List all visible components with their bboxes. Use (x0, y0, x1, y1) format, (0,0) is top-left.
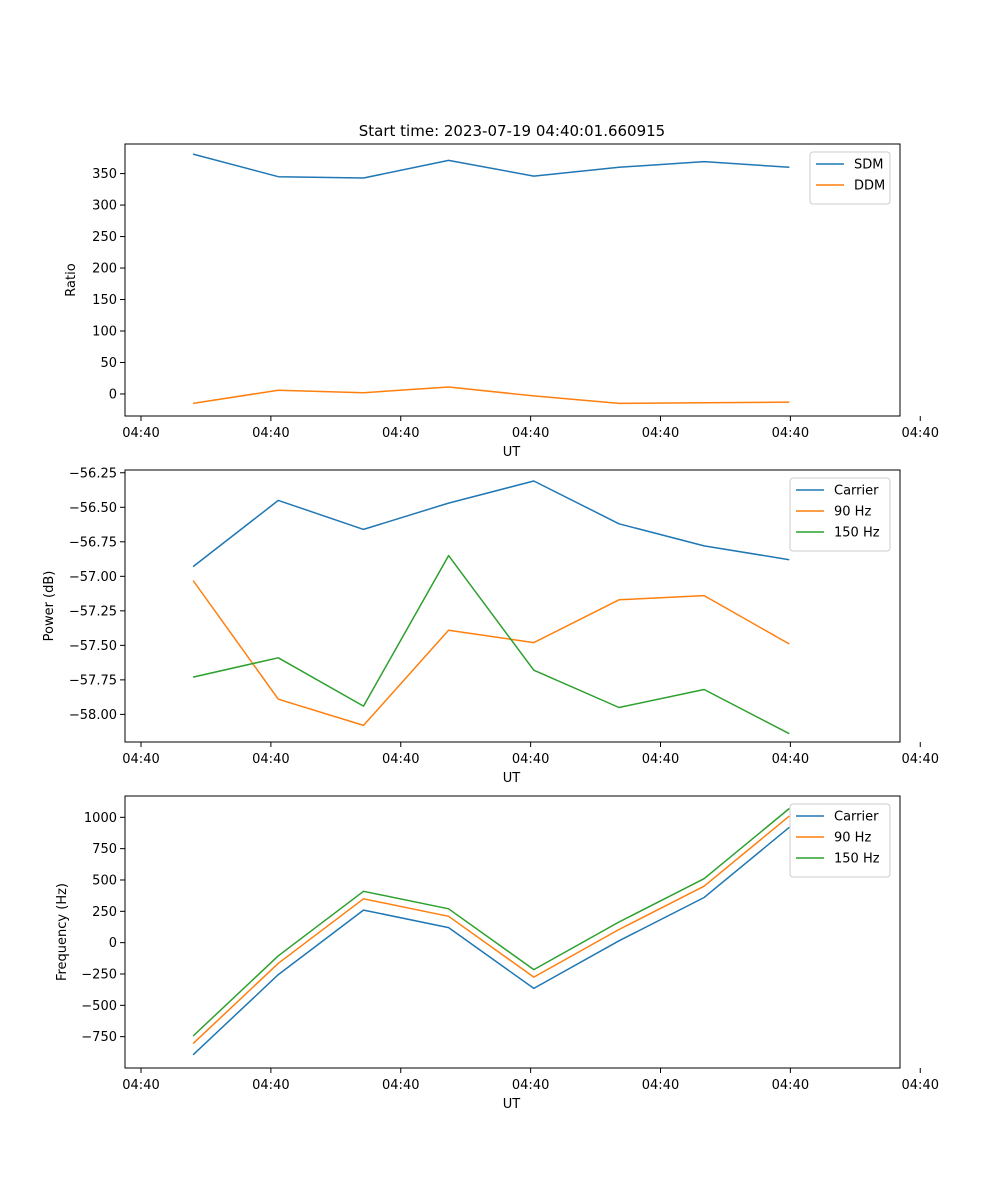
frequency-series-line-150-hz (192, 807, 790, 1037)
y-tick-label: 0 (109, 936, 117, 951)
figure-title: Start time: 2023-07-19 04:40:01.660915 (359, 122, 665, 140)
legend-label: DDM (854, 179, 885, 194)
power-series-line-carrier (192, 480, 790, 568)
x-tick-label: 04:40 (122, 1078, 159, 1093)
y-tick-label: −56.75 (69, 535, 117, 550)
x-tick-label: 04:40 (512, 426, 549, 441)
y-tick-label: 350 (92, 167, 117, 182)
y-axis-label: Power (dB) (42, 571, 57, 642)
x-tick-label: 04:40 (252, 426, 289, 441)
y-tick-label: 100 (92, 325, 117, 340)
y-axis-label: Ratio (64, 263, 79, 296)
x-tick-label: 04:40 (512, 752, 549, 767)
y-tick-label: −57.25 (69, 604, 117, 619)
ratio-legend: SDM DDM (809, 151, 891, 205)
frequency-legend: Carrier 90 Hz 150 Hz (789, 803, 891, 878)
x-axis-label: UT (503, 445, 521, 460)
y-tick-label: 250 (92, 905, 117, 920)
x-tick-label: 04:40 (902, 426, 939, 441)
x-tick-label: 04:40 (382, 426, 419, 441)
y-tick-label: −250 (81, 967, 117, 982)
legend-label: Carrier (834, 810, 879, 825)
ratio-axes-frame (124, 143, 901, 417)
x-tick-label: 04:40 (512, 1078, 549, 1093)
x-tick-label: 04:40 (642, 1078, 679, 1093)
y-tick-label: −57.75 (69, 673, 117, 688)
y-tick-label: 250 (92, 230, 117, 245)
x-tick-label: 04:40 (902, 1078, 939, 1093)
x-tick-label: 04:40 (122, 752, 159, 767)
y-tick-label: −58.00 (69, 708, 117, 723)
power-subplot: 04:40 04:40 04:40 04:40 04:40 04:40 04:40 −58.0… (42, 466, 939, 786)
y-tick-label: −56.50 (69, 501, 117, 516)
x-tick-label: 04:40 (772, 752, 809, 767)
legend-label: 150 Hz (834, 526, 880, 541)
x-tick-label: 04:40 (382, 1078, 419, 1093)
y-tick-label: 300 (92, 199, 117, 214)
y-tick-label: −57.00 (69, 570, 117, 585)
x-tick-label: 04:40 (382, 752, 419, 767)
x-axis-label: UT (503, 1097, 521, 1112)
power-legend: Carrier 90 Hz 150 Hz (789, 477, 891, 552)
y-tick-label: 1000 (84, 811, 117, 826)
power-series-line-150-hz (192, 554, 790, 735)
legend-label: 90 Hz (834, 505, 871, 520)
legend-label: 90 Hz (834, 831, 871, 846)
y-tick-label: −750 (81, 1030, 117, 1045)
legend-label: 150 Hz (834, 852, 880, 867)
power-series-line-90-hz (192, 580, 790, 727)
x-tick-label: 04:40 (642, 752, 679, 767)
y-axis-label: Frequency (Hz) (55, 883, 70, 981)
y-tick-label: −57.50 (69, 639, 117, 654)
frequency-series-line-90-hz (192, 815, 790, 1045)
x-tick-label: 04:40 (772, 1078, 809, 1093)
y-tick-label: 750 (92, 842, 117, 857)
y-tick-label: −56.25 (69, 466, 117, 481)
ratio-series-line-ddm (192, 386, 790, 405)
power-axes-frame (124, 469, 901, 743)
y-tick-label: 500 (92, 873, 117, 888)
frequency-subplot: 04:40 04:40 04:40 04:40 04:40 04:40 04:40 −750 −… (55, 795, 939, 1112)
legend-label: Carrier (834, 484, 879, 499)
x-tick-label: 04:40 (772, 426, 809, 441)
x-tick-label: 04:40 (642, 426, 679, 441)
x-tick-label: 04:40 (122, 426, 159, 441)
frequency-axes-frame (124, 795, 901, 1069)
ratio-series-line-sdm (192, 153, 790, 179)
legend-label: SDM (854, 158, 883, 173)
ratio-subplot: 04:40 04:40 04:40 04:40 04:40 04:40 04:40 0 50 10… (64, 143, 939, 460)
x-axis-label: UT (503, 771, 521, 786)
y-tick-label: 200 (92, 262, 117, 277)
legend-box (809, 151, 891, 205)
x-tick-label: 04:40 (252, 752, 289, 767)
y-tick-label: 0 (109, 387, 117, 402)
x-tick-label: 04:40 (902, 752, 939, 767)
x-tick-label: 04:40 (252, 1078, 289, 1093)
frequency-series-line-carrier (192, 826, 790, 1056)
y-tick-label: −500 (81, 999, 117, 1014)
y-tick-label: 50 (100, 356, 117, 371)
y-tick-label: 150 (92, 293, 117, 308)
